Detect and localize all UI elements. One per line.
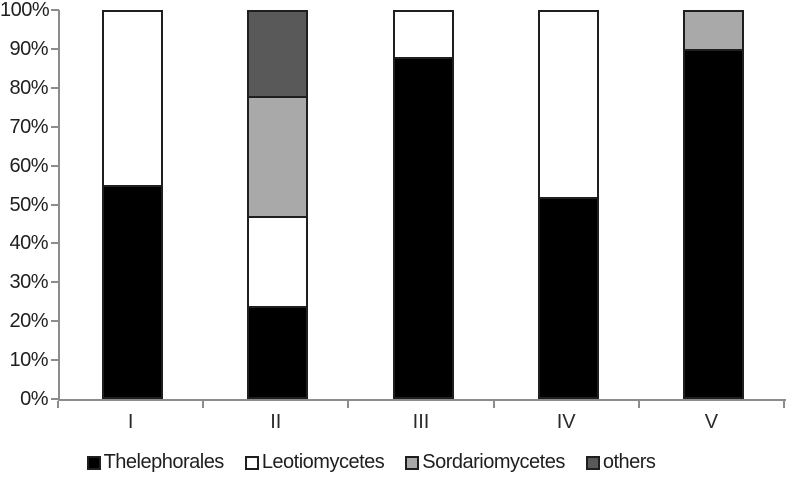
bar-segment-leotiomycetes <box>392 10 454 57</box>
plot-area <box>58 10 786 401</box>
bar-V <box>682 10 744 399</box>
bar-IV <box>537 10 599 399</box>
y-tick-label: 60% <box>9 154 48 177</box>
y-tick-label: 0% <box>20 388 48 410</box>
y-axis-tick <box>51 86 59 89</box>
legend-swatch-sordariomycetes <box>405 455 420 470</box>
bar-segment-thelephorales <box>682 48 744 399</box>
legend-item-others: others <box>585 451 656 474</box>
x-category-label: V <box>704 411 719 433</box>
y-axis-tick <box>51 320 59 323</box>
bar-II <box>247 10 309 399</box>
y-tick-label: 80% <box>9 76 48 99</box>
bar-segment-leotiomycetes <box>247 216 309 306</box>
legend-label: others <box>602 451 656 473</box>
y-axis-tick <box>51 164 59 167</box>
y-axis-tick <box>51 281 59 284</box>
bar-segment-leotiomycetes <box>537 10 599 197</box>
legend-label: Thelephorales <box>103 451 225 473</box>
y-axis-tick <box>51 9 59 11</box>
bar-segment-thelephorales <box>102 185 164 399</box>
x-category-label: I <box>127 411 134 433</box>
y-axis-tick <box>51 398 59 400</box>
bar-segment-thelephorales <box>247 305 309 399</box>
y-tick-label: 90% <box>9 37 48 60</box>
x-category-label: II <box>270 411 282 433</box>
legend-item-leotiomycetes: Leotiomycetes <box>244 451 385 474</box>
y-axis-tick <box>51 359 59 362</box>
y-axis-tick <box>51 47 59 50</box>
legend-label: Leotiomycetes <box>261 451 385 473</box>
y-tick-label: 70% <box>9 115 48 138</box>
y-tick-label: 100% <box>0 0 50 21</box>
y-axis-tick <box>51 203 59 206</box>
legend-swatch-thelephorales <box>86 455 101 470</box>
legend-label: Sordariomycetes <box>422 451 565 473</box>
y-tick-label: 30% <box>9 271 48 294</box>
bar-segment-thelephorales <box>537 196 599 399</box>
bar-segment-sordariomycetes <box>682 10 744 49</box>
legend-swatch-leotiomycetes <box>244 455 259 470</box>
bar-segment-sordariomycetes <box>247 95 309 217</box>
x-axis-tick <box>202 401 205 408</box>
legend-swatch-others <box>585 455 600 470</box>
legend-item-thelephorales: Thelephorales <box>86 451 225 474</box>
y-axis-tick <box>51 125 59 128</box>
x-axis-tick <box>637 401 640 408</box>
x-axis-tick <box>783 401 785 408</box>
legend-item-sordariomycetes: Sordariomycetes <box>405 451 565 474</box>
legend: Thelephorales Leotiomycetes Sordariomycete… <box>0 451 765 474</box>
y-axis-tick <box>51 242 59 245</box>
y-tick-label: 50% <box>9 193 48 216</box>
bar-segment-leotiomycetes <box>102 10 164 186</box>
bar-segment-thelephorales <box>392 56 454 399</box>
x-category-label: III <box>412 411 430 433</box>
x-axis-tick <box>492 401 495 408</box>
bar-segment-others <box>247 10 309 96</box>
x-axis-tick <box>347 401 350 408</box>
y-tick-label: 40% <box>9 232 48 255</box>
bar-III <box>392 10 454 399</box>
y-tick-label: 20% <box>9 310 48 333</box>
bar-I <box>102 10 164 399</box>
y-tick-label: 10% <box>9 349 48 372</box>
x-category-label: IV <box>556 411 576 433</box>
x-axis-tick <box>57 401 59 408</box>
